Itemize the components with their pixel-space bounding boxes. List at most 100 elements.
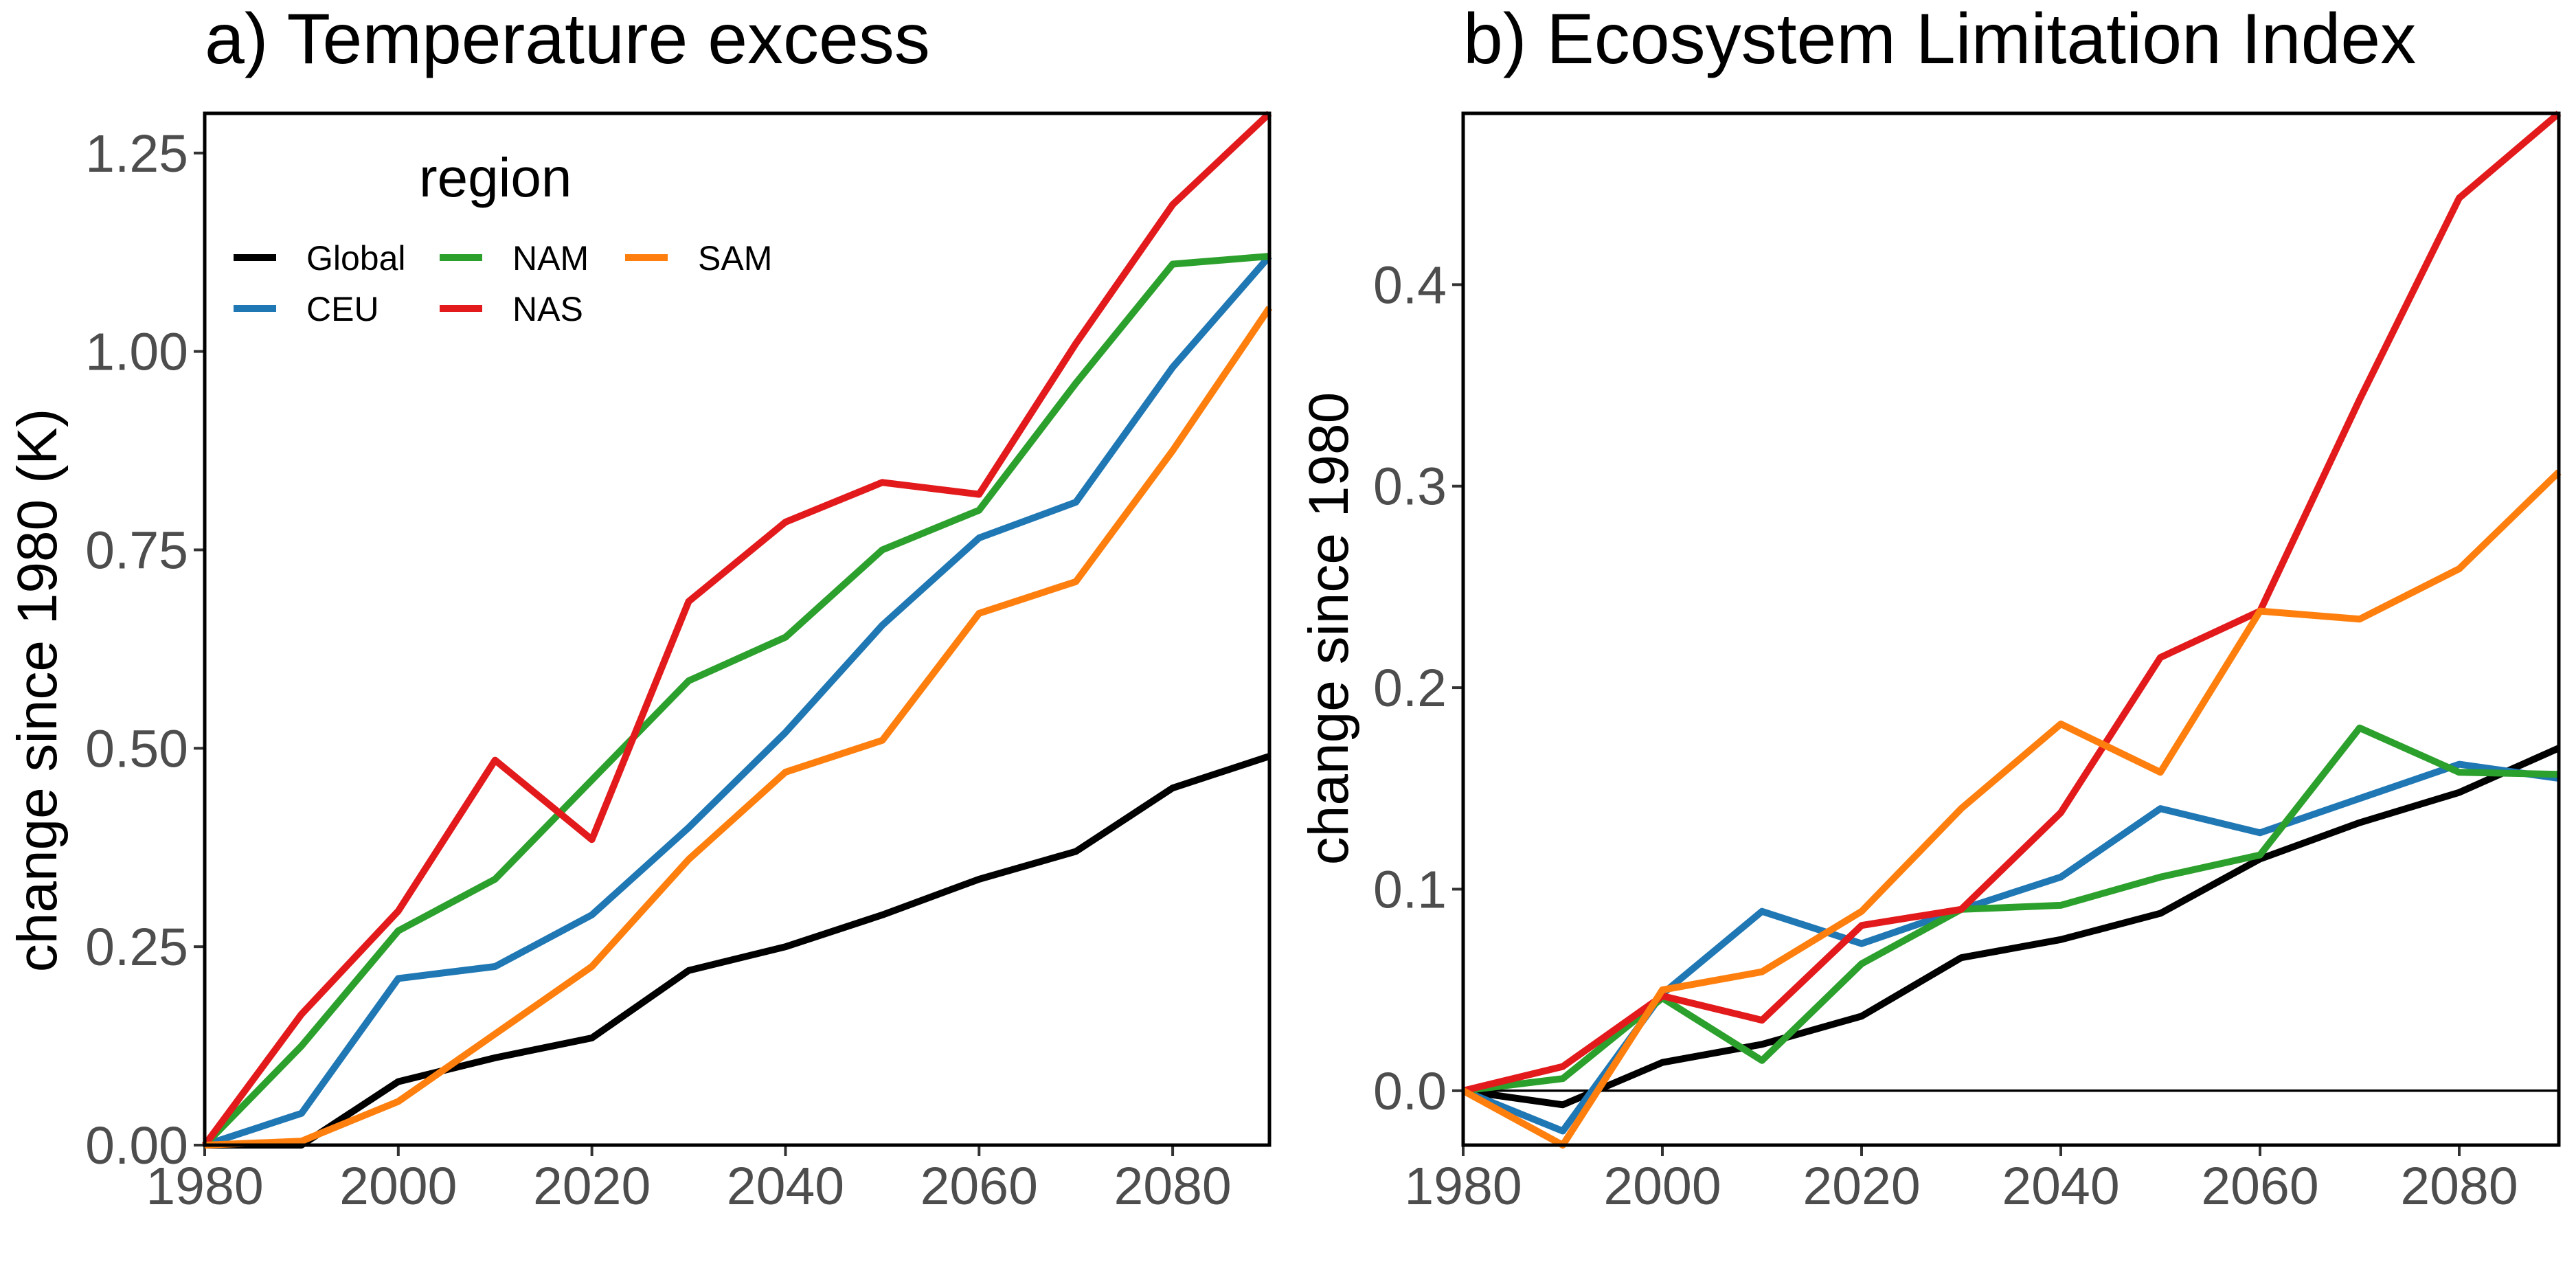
- panel-b-x-tick-label: 1980: [1404, 1157, 1522, 1216]
- panel-a-point-ceu: [975, 534, 982, 541]
- panel-a-point-nam: [879, 546, 885, 553]
- panel-b-point-nam: [1759, 1057, 1765, 1064]
- panel-b-ticks: 0.0 0.1 0.2 0.3 0.4 1980 2000 2020 2040 2060 2080: [1373, 256, 2518, 1216]
- panel-b-point-nas: [2057, 809, 2064, 816]
- panel-a-x-tick-label: 2060: [920, 1157, 1038, 1216]
- panel-b-series-nas: [1462, 111, 2562, 1094]
- panel-a-x-tick-label: 2020: [533, 1157, 651, 1216]
- panel-a-point-nam: [298, 1043, 305, 1050]
- panel-b-point-nam: [2257, 852, 2263, 859]
- panel-b-x-tick-label: 2060: [2201, 1157, 2318, 1216]
- panel-b-lines: [1461, 111, 2562, 1149]
- panel-b-point-sam: [1958, 805, 1965, 812]
- panel-b-point-ceu: [1858, 940, 1865, 947]
- panel-b-point-ceu: [1759, 908, 1765, 915]
- panel-a-y-axis-title: change since 1980 (K): [6, 409, 69, 973]
- panel-a-ticks: 0.00 0.25 0.50 0.75 1.00 1.25 1980 2000 2020 2040…: [85, 124, 1232, 1216]
- panel-a-point-global: [395, 1078, 402, 1085]
- panel-a-point-nas: [298, 1010, 305, 1017]
- panel-b-point-sam: [2356, 615, 2363, 622]
- panel-a-point-sam: [492, 1030, 499, 1037]
- panel-b-point-sam: [2456, 565, 2463, 572]
- panel-b-point-sam: [1759, 969, 1765, 975]
- panel-a-point-nas: [686, 598, 692, 605]
- panel-a-point-ceu: [782, 729, 789, 736]
- panel-b-y-tick-label: 0.2: [1373, 659, 1447, 718]
- panel-a-point-global: [782, 943, 789, 950]
- panel-b-point-sam: [2057, 721, 2064, 727]
- panel-a-y-tick-label: 1.25: [85, 124, 188, 183]
- panel-a-point-nam: [395, 927, 402, 934]
- panel-a-point-nam: [975, 507, 982, 514]
- panel-b-y-tick-label: 0.3: [1373, 457, 1447, 517]
- legend-label-global: Global: [306, 239, 406, 278]
- panel-b-point-global: [1858, 1013, 1865, 1019]
- panel-a-y-tick-label: 0.25: [85, 918, 188, 977]
- panel-a-point-ceu: [1072, 499, 1079, 506]
- panel-a-point-global: [492, 1054, 499, 1061]
- panel-b-series-global: [1462, 745, 2561, 1109]
- legend: region Global CEU NAM NAS SAM: [234, 147, 772, 328]
- panel-a-series-nas: [201, 111, 1272, 1147]
- legend-items: Global CEU NAM NAS SAM: [234, 239, 772, 328]
- panel-a-x-tick-label: 2080: [1114, 1157, 1231, 1216]
- panel-b-point-global: [1559, 1101, 1566, 1108]
- panel-a-point-nas: [1169, 201, 1176, 208]
- legend-title: region: [419, 147, 572, 208]
- panel-a-point-nas: [879, 479, 885, 486]
- panel-a-point-ceu: [686, 824, 692, 831]
- panel-a-x-tick-label: 2000: [339, 1157, 457, 1216]
- panel-a-point-sam: [879, 737, 885, 744]
- panel-a-point-nam: [1169, 261, 1176, 268]
- panel-b-point-sam: [2257, 608, 2263, 615]
- panel-a-x-tick-label: 2040: [727, 1157, 844, 1216]
- panel-b-point-ceu: [1559, 1127, 1566, 1134]
- panel-temperature-excess: a) Temperature excess change since 1980 …: [6, 0, 1273, 1216]
- panel-b-point-nas: [1958, 906, 1965, 913]
- panel-b-frame: [1461, 111, 2561, 1147]
- panel-a-point-sam: [1072, 578, 1079, 585]
- legend-label-nam: NAM: [512, 239, 589, 278]
- panel-b-point-nas: [1759, 1017, 1765, 1024]
- panel-a-series-nam: [202, 253, 1270, 1148]
- panel-a-y-tick-label: 0.75: [85, 521, 188, 580]
- legend-label-sam: SAM: [698, 239, 772, 278]
- panel-b-series-sam: [1461, 469, 2562, 1149]
- panel-a-point-ceu: [298, 1110, 305, 1117]
- panel-b-point-global: [1659, 1059, 1666, 1066]
- panel-b-point-ceu: [2057, 874, 2064, 881]
- panel-a-point-ceu: [395, 975, 402, 982]
- panel-a-point-sam: [975, 610, 982, 617]
- panel-a-point-global: [1169, 784, 1176, 791]
- panel-a-point-nam: [782, 634, 789, 641]
- panel-a-y-tick-label: 1.00: [85, 323, 188, 382]
- panel-b-point-global: [2057, 936, 2064, 943]
- panel-a-point-nas: [1072, 340, 1079, 347]
- panel-a-point-sam: [395, 1098, 402, 1105]
- panel-b-title: b) Ecosystem Limitation Index: [1463, 0, 2416, 79]
- panel-b-point-global: [2356, 820, 2363, 826]
- panel-a-title: a) Temperature excess: [205, 0, 930, 79]
- panel-b-y-axis-title: change since 1980: [1298, 392, 1360, 865]
- panel-b-x-tick-label: 2080: [2400, 1157, 2518, 1216]
- panel-a-point-ceu: [589, 912, 596, 918]
- panel-a-point-ceu: [879, 622, 885, 629]
- panel-a-x-tick-label: 1980: [146, 1157, 263, 1216]
- panel-a-point-nas: [395, 907, 402, 914]
- panel-b-point-nam: [1559, 1075, 1566, 1082]
- legend-label-ceu: CEU: [306, 290, 379, 328]
- panel-a-point-sam: [782, 769, 789, 776]
- panel-b-x-tick-label: 2020: [1803, 1157, 1920, 1216]
- panel-b-point-ceu: [2157, 805, 2164, 812]
- panel-b-point-nas: [2157, 654, 2164, 661]
- panel-b-point-ceu: [2456, 761, 2463, 768]
- panel-a-frame: [203, 111, 1272, 1147]
- legend-label-nas: NAS: [512, 290, 583, 328]
- panel-b-y-tick-label: 0.4: [1373, 256, 1447, 315]
- panel-a-point-nam: [686, 677, 692, 684]
- panel-b-point-nam: [1858, 960, 1865, 967]
- panel-b-point-nas: [1858, 922, 1865, 929]
- panel-b-point-nas: [2456, 194, 2463, 201]
- panel-a-point-global: [879, 912, 885, 918]
